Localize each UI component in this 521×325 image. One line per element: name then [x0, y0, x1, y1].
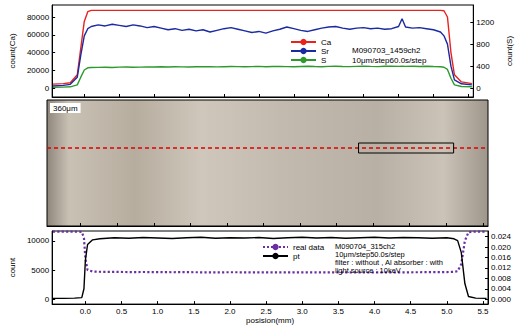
svg-text:360μm: 360μm	[53, 104, 78, 113]
svg-text:Sr: Sr	[321, 47, 329, 56]
svg-text:5.0: 5.0	[441, 307, 453, 316]
svg-text:10000: 10000	[27, 236, 50, 245]
svg-text:2.5: 2.5	[261, 307, 273, 316]
svg-text:0.012: 0.012	[491, 263, 512, 272]
svg-text:10μm/step60.0s/step: 10μm/step60.0s/step	[352, 56, 427, 65]
svg-text:1.5: 1.5	[188, 307, 200, 316]
svg-text:filter : without , Al absorber: filter : without , Al absorber : with	[335, 257, 443, 267]
svg-text:posision(mm): posision(mm)	[246, 316, 294, 325]
svg-text:M090703_1459ch2: M090703_1459ch2	[352, 46, 421, 55]
svg-text:count: count	[8, 257, 17, 277]
svg-text:count(S): count(S)	[505, 36, 514, 67]
svg-text:0: 0	[45, 295, 50, 304]
svg-text:0.016: 0.016	[491, 253, 512, 262]
svg-text:2.0: 2.0	[224, 307, 236, 316]
svg-text:1.0: 1.0	[152, 307, 164, 316]
svg-text:0.008: 0.008	[491, 274, 512, 283]
svg-text:real data: real data	[293, 243, 325, 252]
svg-text:4.0: 4.0	[369, 307, 381, 316]
svg-text:0.024: 0.024	[491, 232, 512, 241]
svg-text:0.0: 0.0	[80, 307, 92, 316]
svg-text:0.000: 0.000	[491, 295, 512, 304]
svg-text:0.004: 0.004	[491, 284, 512, 293]
svg-text:60000: 60000	[27, 30, 50, 39]
svg-text:S: S	[321, 56, 326, 65]
svg-text:3.0: 3.0	[297, 307, 309, 316]
svg-text:light source : 10keV: light source : 10keV	[335, 266, 401, 275]
svg-text:Ca: Ca	[321, 38, 332, 47]
svg-text:3.5: 3.5	[333, 307, 345, 316]
svg-text:0: 0	[476, 84, 481, 93]
svg-text:10μm/step50.0s/step: 10μm/step50.0s/step	[335, 249, 405, 259]
svg-text:4.5: 4.5	[405, 307, 417, 316]
svg-text:20000: 20000	[27, 66, 50, 75]
svg-text:5000: 5000	[31, 266, 49, 275]
svg-text:800: 800	[476, 40, 490, 49]
svg-text:count(Ca): count(Ca)	[8, 33, 17, 68]
svg-text:5.5: 5.5	[477, 307, 489, 316]
svg-text:0.5: 0.5	[116, 307, 128, 316]
svg-text:1200: 1200	[476, 18, 494, 27]
svg-text:40000: 40000	[27, 48, 50, 57]
svg-text:400: 400	[476, 62, 490, 71]
svg-text:M090704_315ch2: M090704_315ch2	[335, 241, 396, 251]
svg-text:0.020: 0.020	[491, 243, 512, 252]
svg-text:80000: 80000	[27, 13, 50, 22]
svg-text:0: 0	[45, 84, 50, 93]
svg-text:pt: pt	[293, 252, 300, 261]
